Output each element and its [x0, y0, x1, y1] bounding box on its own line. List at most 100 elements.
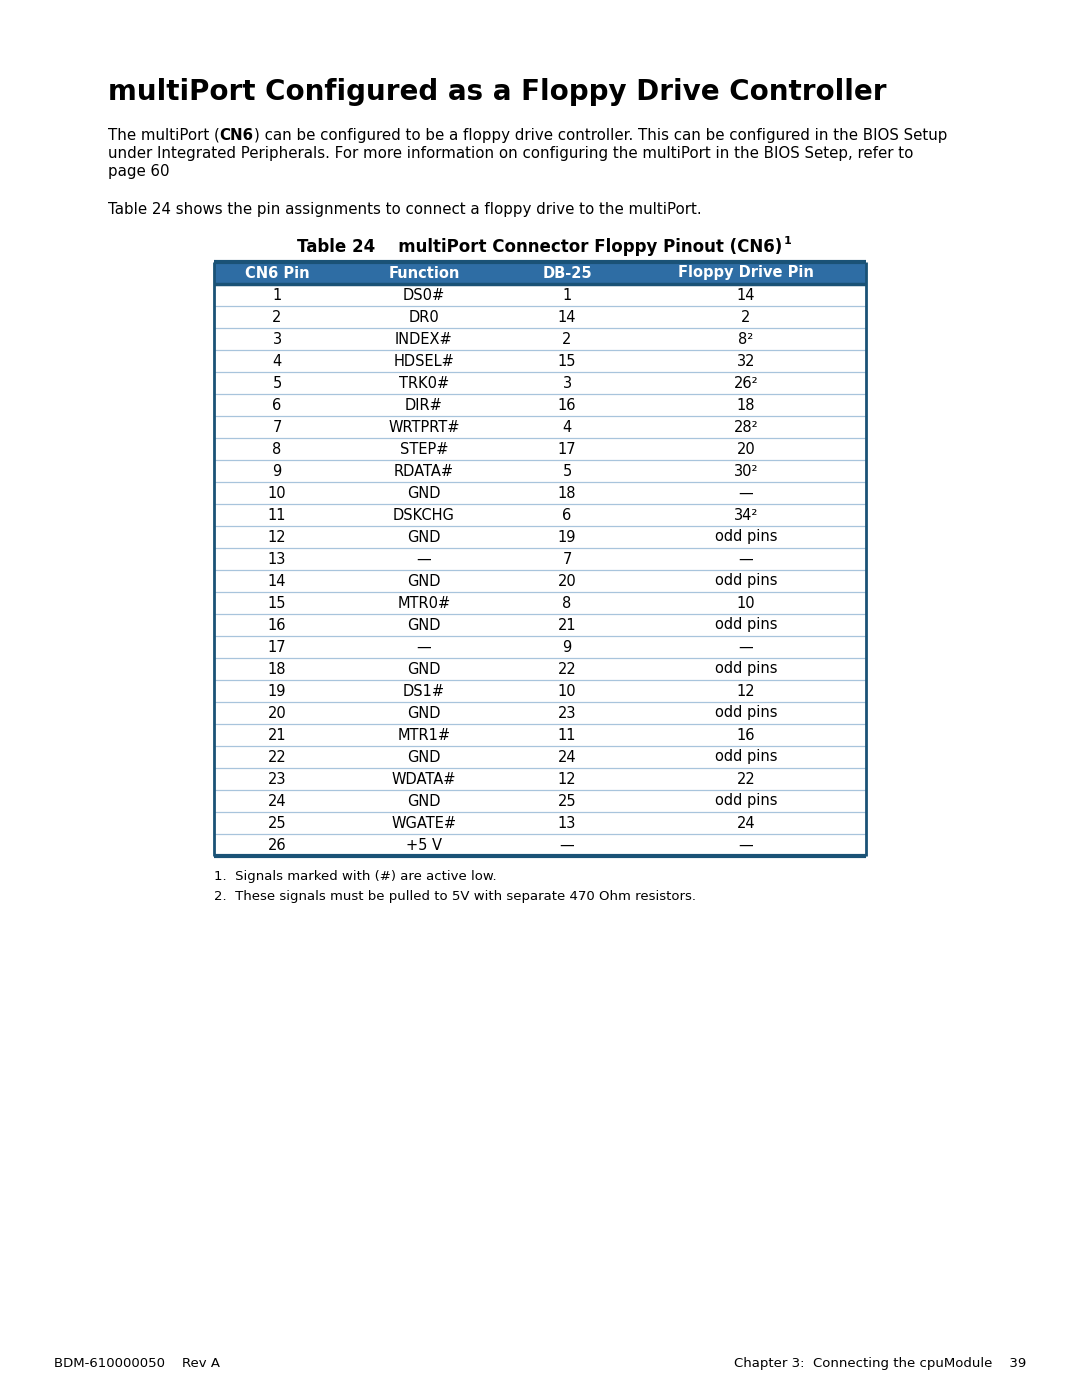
Text: ) can be configured to be a floppy drive controller. This can be configured in t: ) can be configured to be a floppy drive… [254, 129, 947, 142]
Text: WGATE#: WGATE# [391, 816, 457, 830]
Bar [214, 789, 866, 812]
Text: 32: 32 [737, 353, 755, 369]
Text: DSKCHG: DSKCHG [393, 507, 455, 522]
Text: 24: 24 [557, 750, 577, 764]
Text: 9: 9 [272, 464, 282, 479]
Text: GND: GND [407, 529, 441, 545]
Text: DR0: DR0 [408, 310, 440, 324]
Text: under Integrated Peripherals. For more information on configuring the multiPort : under Integrated Peripherals. For more i… [108, 147, 914, 161]
Text: 22: 22 [737, 771, 755, 787]
Text: RDATA#: RDATA# [394, 464, 454, 479]
Bar [214, 746, 866, 768]
Text: 16: 16 [268, 617, 286, 633]
Text: 22: 22 [557, 662, 577, 676]
Text: odd pins: odd pins [715, 662, 778, 676]
Text: 2.  These signals must be pulled to 5V with separate 470 Ohm resistors.: 2. These signals must be pulled to 5V wi… [214, 890, 696, 902]
Text: —: — [739, 486, 754, 500]
Text: DS1#: DS1# [403, 683, 445, 698]
Text: GND: GND [407, 705, 441, 721]
Text: 19: 19 [557, 529, 577, 545]
Text: 15: 15 [268, 595, 286, 610]
Text: odd pins: odd pins [715, 750, 778, 764]
Text: 10: 10 [557, 683, 577, 698]
Text: 2: 2 [741, 310, 751, 324]
Text: INDEX#: INDEX# [395, 331, 453, 346]
Text: 18: 18 [737, 398, 755, 412]
Bar [214, 658, 866, 680]
Bar [214, 263, 866, 284]
Bar [214, 724, 866, 746]
Text: 8: 8 [272, 441, 282, 457]
Text: 20: 20 [737, 441, 755, 457]
Text: 28²: 28² [733, 419, 758, 434]
Text: 23: 23 [268, 771, 286, 787]
Text: 21: 21 [268, 728, 286, 742]
Text: 4: 4 [272, 353, 282, 369]
Text: 26: 26 [268, 837, 286, 852]
Bar [214, 592, 866, 615]
Text: 12: 12 [737, 683, 755, 698]
Bar [214, 504, 866, 527]
Text: 5: 5 [563, 464, 571, 479]
Text: 21: 21 [557, 617, 577, 633]
Text: 20: 20 [557, 574, 577, 588]
Text: —: — [739, 837, 754, 852]
Text: 13: 13 [268, 552, 286, 567]
Bar [214, 812, 866, 834]
Bar [214, 548, 866, 570]
Text: 8²: 8² [739, 331, 754, 346]
Text: MTR1#: MTR1# [397, 728, 450, 742]
Text: 24: 24 [737, 816, 755, 830]
Text: 18: 18 [557, 486, 577, 500]
Text: —: — [739, 640, 754, 655]
Text: 34²: 34² [733, 507, 758, 522]
Text: 2: 2 [563, 331, 571, 346]
Text: 11: 11 [557, 728, 577, 742]
Text: GND: GND [407, 574, 441, 588]
Text: odd pins: odd pins [715, 705, 778, 721]
Text: 13: 13 [557, 816, 577, 830]
Bar [214, 527, 866, 548]
Text: DIR#: DIR# [405, 398, 443, 412]
Text: —: — [559, 837, 575, 852]
Text: 6: 6 [563, 507, 571, 522]
Bar [214, 394, 866, 416]
Text: DS0#: DS0# [403, 288, 445, 303]
Text: 3: 3 [563, 376, 571, 391]
Bar [214, 284, 866, 306]
Text: 7: 7 [563, 552, 571, 567]
Bar [214, 703, 866, 724]
Text: 14: 14 [737, 288, 755, 303]
Text: 25: 25 [268, 816, 286, 830]
Bar [214, 615, 866, 636]
Text: 8: 8 [563, 595, 571, 610]
Text: 25: 25 [557, 793, 577, 809]
Text: CN6: CN6 [219, 129, 254, 142]
Text: 16: 16 [557, 398, 577, 412]
Bar [214, 439, 866, 460]
Bar [214, 570, 866, 592]
Text: 10: 10 [737, 595, 755, 610]
Text: GND: GND [407, 486, 441, 500]
Bar [214, 834, 866, 856]
Bar [214, 306, 866, 328]
Text: 24: 24 [268, 793, 286, 809]
Text: GND: GND [407, 793, 441, 809]
Text: 3: 3 [272, 331, 282, 346]
Text: 20: 20 [268, 705, 286, 721]
Bar [214, 768, 866, 789]
Text: 1: 1 [784, 236, 792, 246]
Text: Floppy Drive Pin: Floppy Drive Pin [678, 265, 814, 281]
Text: 22: 22 [268, 750, 286, 764]
Text: BDM-610000050    Rev A: BDM-610000050 Rev A [54, 1356, 220, 1370]
Text: 30²: 30² [733, 464, 758, 479]
Text: 4: 4 [563, 419, 571, 434]
Text: odd pins: odd pins [715, 574, 778, 588]
Text: GND: GND [407, 662, 441, 676]
Text: 11: 11 [268, 507, 286, 522]
Text: Function: Function [389, 265, 460, 281]
Text: 6: 6 [272, 398, 282, 412]
Text: Table 24 shows the pin assignments to connect a floppy drive to the multiPort.: Table 24 shows the pin assignments to co… [108, 203, 702, 217]
Text: 9: 9 [563, 640, 571, 655]
Bar [214, 460, 866, 482]
